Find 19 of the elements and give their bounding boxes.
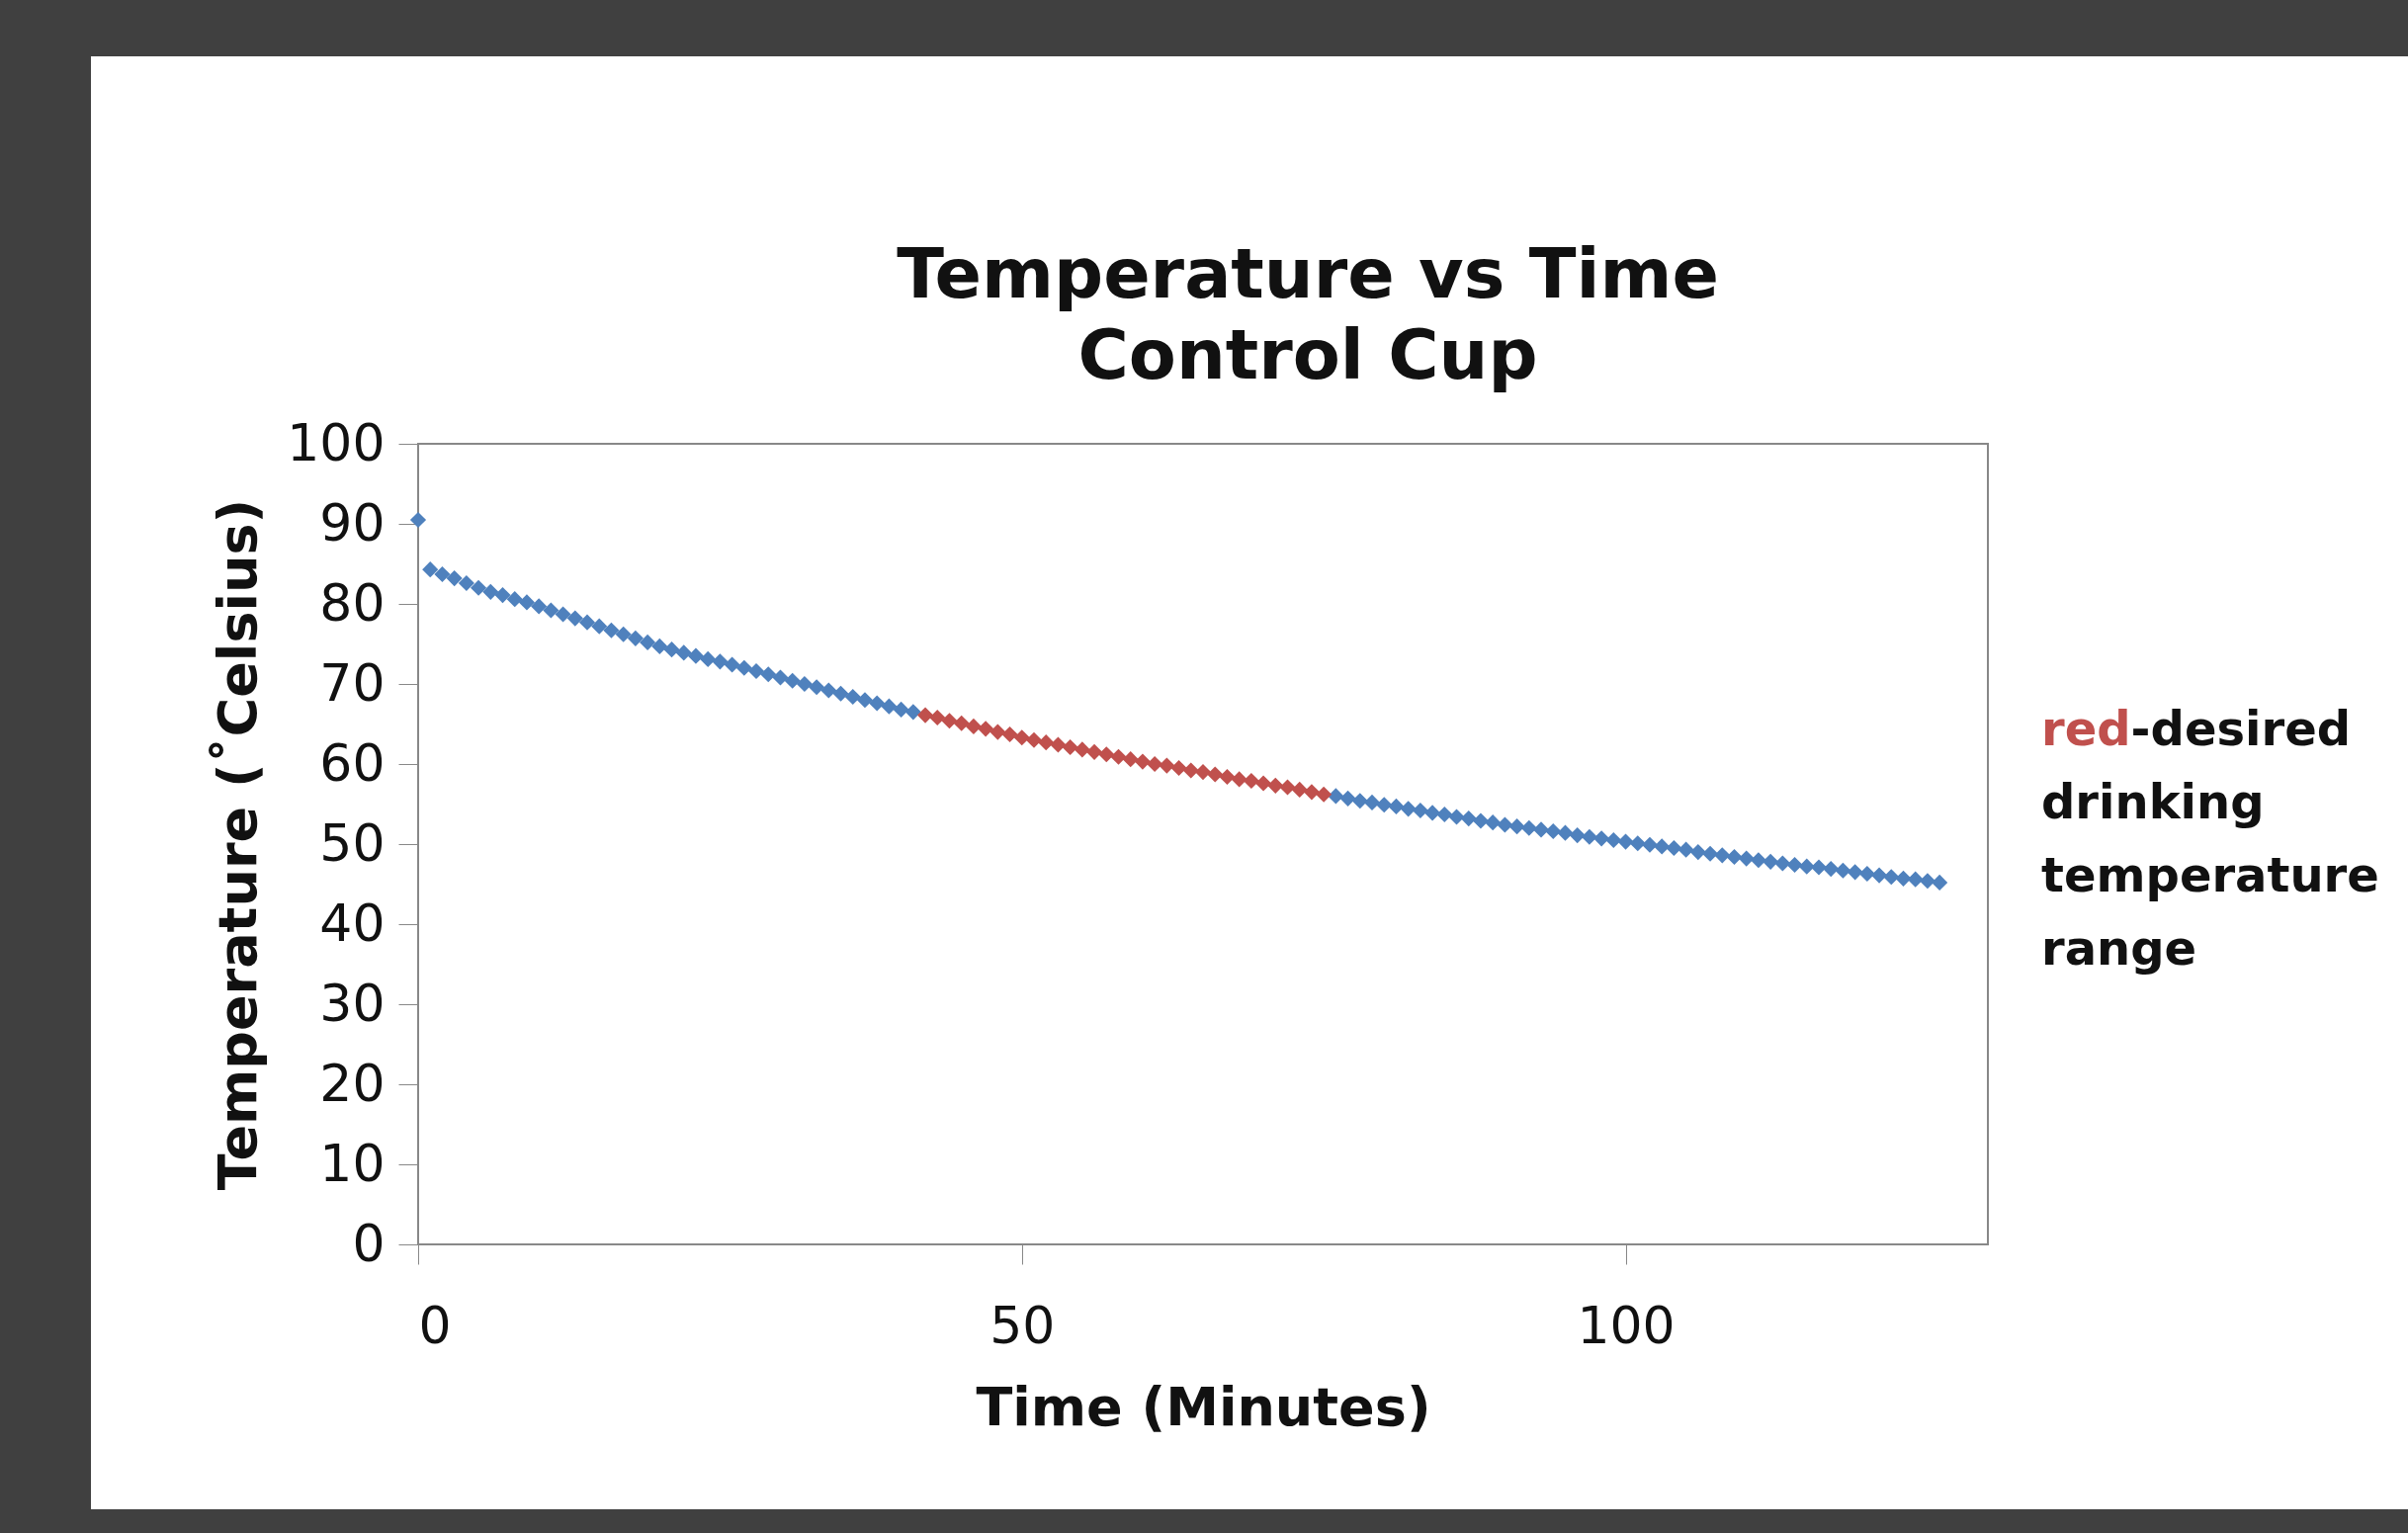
y-tick-label: 30 [319, 973, 386, 1033]
x-tick-label: 100 [1577, 1295, 1676, 1355]
y-tick-label: 90 [319, 492, 386, 553]
y-tick-label: 100 [287, 412, 386, 472]
x-axis-title: Time (Minutes) [976, 1375, 1431, 1438]
chart-title: Temperature vs Time [897, 233, 1719, 314]
x-tick-label: 0 [418, 1295, 452, 1355]
chart-subtitle: Control Cup [1077, 314, 1538, 395]
y-axis-title: Temperature (˚Celsius) [207, 498, 270, 1191]
y-tick-label: 80 [319, 572, 386, 633]
y-tick-label: 40 [319, 893, 386, 953]
y-tick-label: 0 [352, 1213, 386, 1273]
y-tick-label: 60 [319, 732, 386, 793]
x-tick-label: 50 [989, 1295, 1056, 1355]
y-tick-label: 10 [319, 1133, 386, 1193]
y-tick-label: 50 [319, 812, 386, 873]
y-tick-label: 20 [319, 1053, 386, 1113]
text: red-desired drinking temperature range [2041, 700, 2379, 978]
y-tick-label: 70 [319, 652, 386, 713]
